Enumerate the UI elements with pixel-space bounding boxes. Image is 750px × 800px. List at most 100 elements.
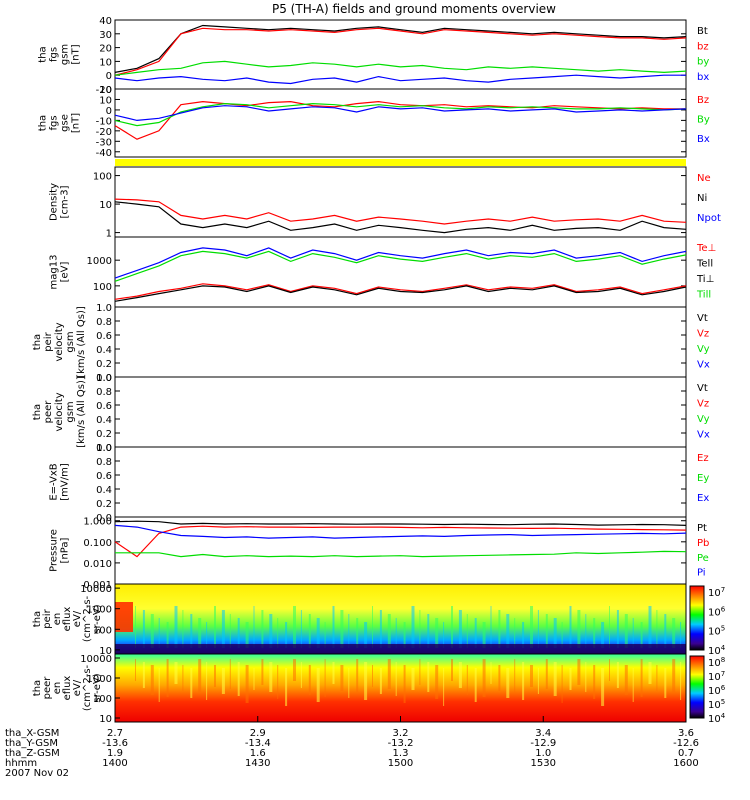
spectrogram-stripe — [293, 659, 296, 681]
y-tick-label: 1.0 — [96, 373, 112, 384]
y-axis-label-line: fgs — [49, 115, 60, 130]
spectrogram-field — [115, 654, 686, 722]
legend-label-Vt: Vt — [697, 383, 708, 394]
x-tick-label: 1500 — [388, 758, 413, 769]
y-tick-label: 10 — [99, 57, 112, 68]
x-tick-label: -13.6 — [102, 738, 128, 749]
colorbar — [689, 655, 705, 719]
y-axis-label-line: en — [52, 682, 63, 695]
y-tick-label: -20 — [96, 127, 112, 138]
spectrogram-stripe — [348, 668, 350, 698]
y-axis-label-line: (cm^2-s- — [82, 595, 93, 642]
series-line-By — [114, 102, 687, 127]
legend-label-Ey: Ey — [697, 473, 709, 484]
x-axis-row-label: 2007 Nov 02 — [5, 768, 69, 779]
spectrogram-stripe — [142, 662, 145, 688]
colorbar-tick-base: 10 — [708, 658, 721, 669]
y-tick-label: 0.0 — [96, 373, 112, 384]
spectrogram-stripe — [245, 622, 249, 648]
colorbar-tick-exp: 6 — [721, 684, 726, 692]
y-axis-label-line: Pressure — [49, 529, 60, 572]
panel-4: 1.0 0.8 0.6 0.4 0.2 0.0 tha peir velocity gsm [km/… — [32, 303, 710, 384]
x-tick-label: 1400 — [102, 758, 127, 769]
series-line-Bx — [114, 105, 687, 122]
spectrogram-stripe — [561, 622, 563, 648]
spectrogram-stripe — [372, 665, 373, 687]
panel-3: 1000 100 mag13 [eV] Te⊥ Tell Ti⊥ Till — [49, 236, 716, 308]
colorbar-tick-exp: 5 — [721, 698, 725, 706]
spectrogram-stripe — [340, 610, 344, 648]
y-axis-label-line: velocity — [54, 392, 65, 431]
spectrogram-stripe — [577, 659, 581, 685]
x-tick-label: 1.0 — [535, 748, 551, 759]
spectrogram-0: 10000 1000 100 10 tha peir en eflux eV/(cm^2-s-s… — [32, 583, 726, 657]
legend-label-Ex: Ex — [697, 493, 709, 504]
spectrogram-stripe — [340, 665, 344, 691]
y-tick-label: 1000 — [87, 674, 112, 685]
spectrogram-stripe — [609, 659, 610, 681]
y-tick-label: 0.8 — [96, 317, 112, 328]
y-axis-label-line: gse — [60, 114, 71, 132]
y-axis-label-line: tha — [38, 115, 49, 131]
y-tick-label: 10000 — [80, 584, 112, 595]
spectrogram-stripe — [553, 662, 557, 696]
y-tick-label: -40 — [96, 148, 112, 159]
spectrogram-stripe — [419, 610, 421, 648]
spectrogram-stripe — [522, 662, 525, 700]
spectrogram-stripe — [498, 610, 501, 648]
legend-label-Pb: Pb — [697, 538, 709, 549]
y-axis-label-line: peer — [42, 676, 53, 700]
legend-label-Pe: Pe — [697, 553, 709, 564]
colorbar-tick-exp: 6 — [721, 605, 726, 613]
spectrogram-stripe — [269, 662, 273, 692]
spectrogram-stripe — [640, 622, 643, 648]
y-tick-label: 1000 — [87, 605, 112, 616]
spectrogram-stripe — [530, 665, 533, 687]
colorbar-tick-base: 10 — [708, 627, 721, 638]
spectrogram-stripe — [585, 662, 587, 692]
spectrogram-stripe — [514, 618, 516, 648]
spectrogram-stripe — [624, 614, 628, 648]
y-axis-label-line: gsm — [65, 401, 76, 422]
series-line-Ti⊥ — [114, 247, 687, 279]
spectrogram-stripe — [190, 614, 193, 648]
series-line-Pt — [114, 520, 687, 526]
y-tick-label: 30 — [99, 30, 112, 41]
spectrogram-stripe — [372, 606, 373, 648]
series-line-Ni — [114, 201, 687, 234]
y-tick-label: 0.0 — [96, 513, 112, 524]
y-axis-label-line: gsm — [65, 331, 76, 352]
series-line-Bz — [114, 100, 686, 140]
panel-frame — [114, 236, 687, 308]
spectrogram-stripe — [553, 618, 557, 648]
y-axis-label-line: [cm-3] — [60, 185, 71, 218]
y-tick-label: 0.4 — [96, 345, 112, 356]
spectrogram-stripe — [411, 606, 415, 648]
y-tick-label: 10000 — [80, 654, 112, 665]
x-tick-label: -13.4 — [245, 738, 271, 749]
spectrogram-stripe — [482, 659, 486, 697]
legend-label-Pt: Pt — [697, 523, 707, 534]
y-tick-label: 100 — [93, 282, 112, 293]
x-tick-label: 1530 — [531, 758, 556, 769]
legend-label-Te⊥: Te⊥ — [696, 243, 716, 254]
spectrogram-stripe — [680, 622, 682, 648]
y-tick-label: 0.8 — [96, 387, 112, 398]
y-tick-label: 0.6 — [96, 401, 112, 412]
series-line-Pi — [114, 524, 687, 539]
y-tick-label: 1 — [106, 229, 112, 240]
spectrogram-stripe — [261, 610, 264, 648]
spectrogram-stripe — [435, 665, 439, 699]
spectrogram-stripe — [285, 668, 288, 706]
spectrogram-stripe — [348, 614, 350, 648]
y-axis-label-line: tha — [32, 611, 43, 627]
colorbar-tick-label: 107 — [708, 670, 725, 683]
y-tick-label: 40 — [99, 16, 112, 27]
spectrogram-stripe — [482, 622, 486, 648]
spectrogram-stripe — [253, 606, 255, 648]
y-tick-label: 10 — [99, 714, 112, 725]
y-axis-label-line: eflux — [62, 676, 73, 701]
spectrogram-stripe — [419, 659, 421, 685]
colorbar-tick-label: 104 — [708, 712, 726, 725]
y-tick-label: 10 — [99, 200, 112, 211]
